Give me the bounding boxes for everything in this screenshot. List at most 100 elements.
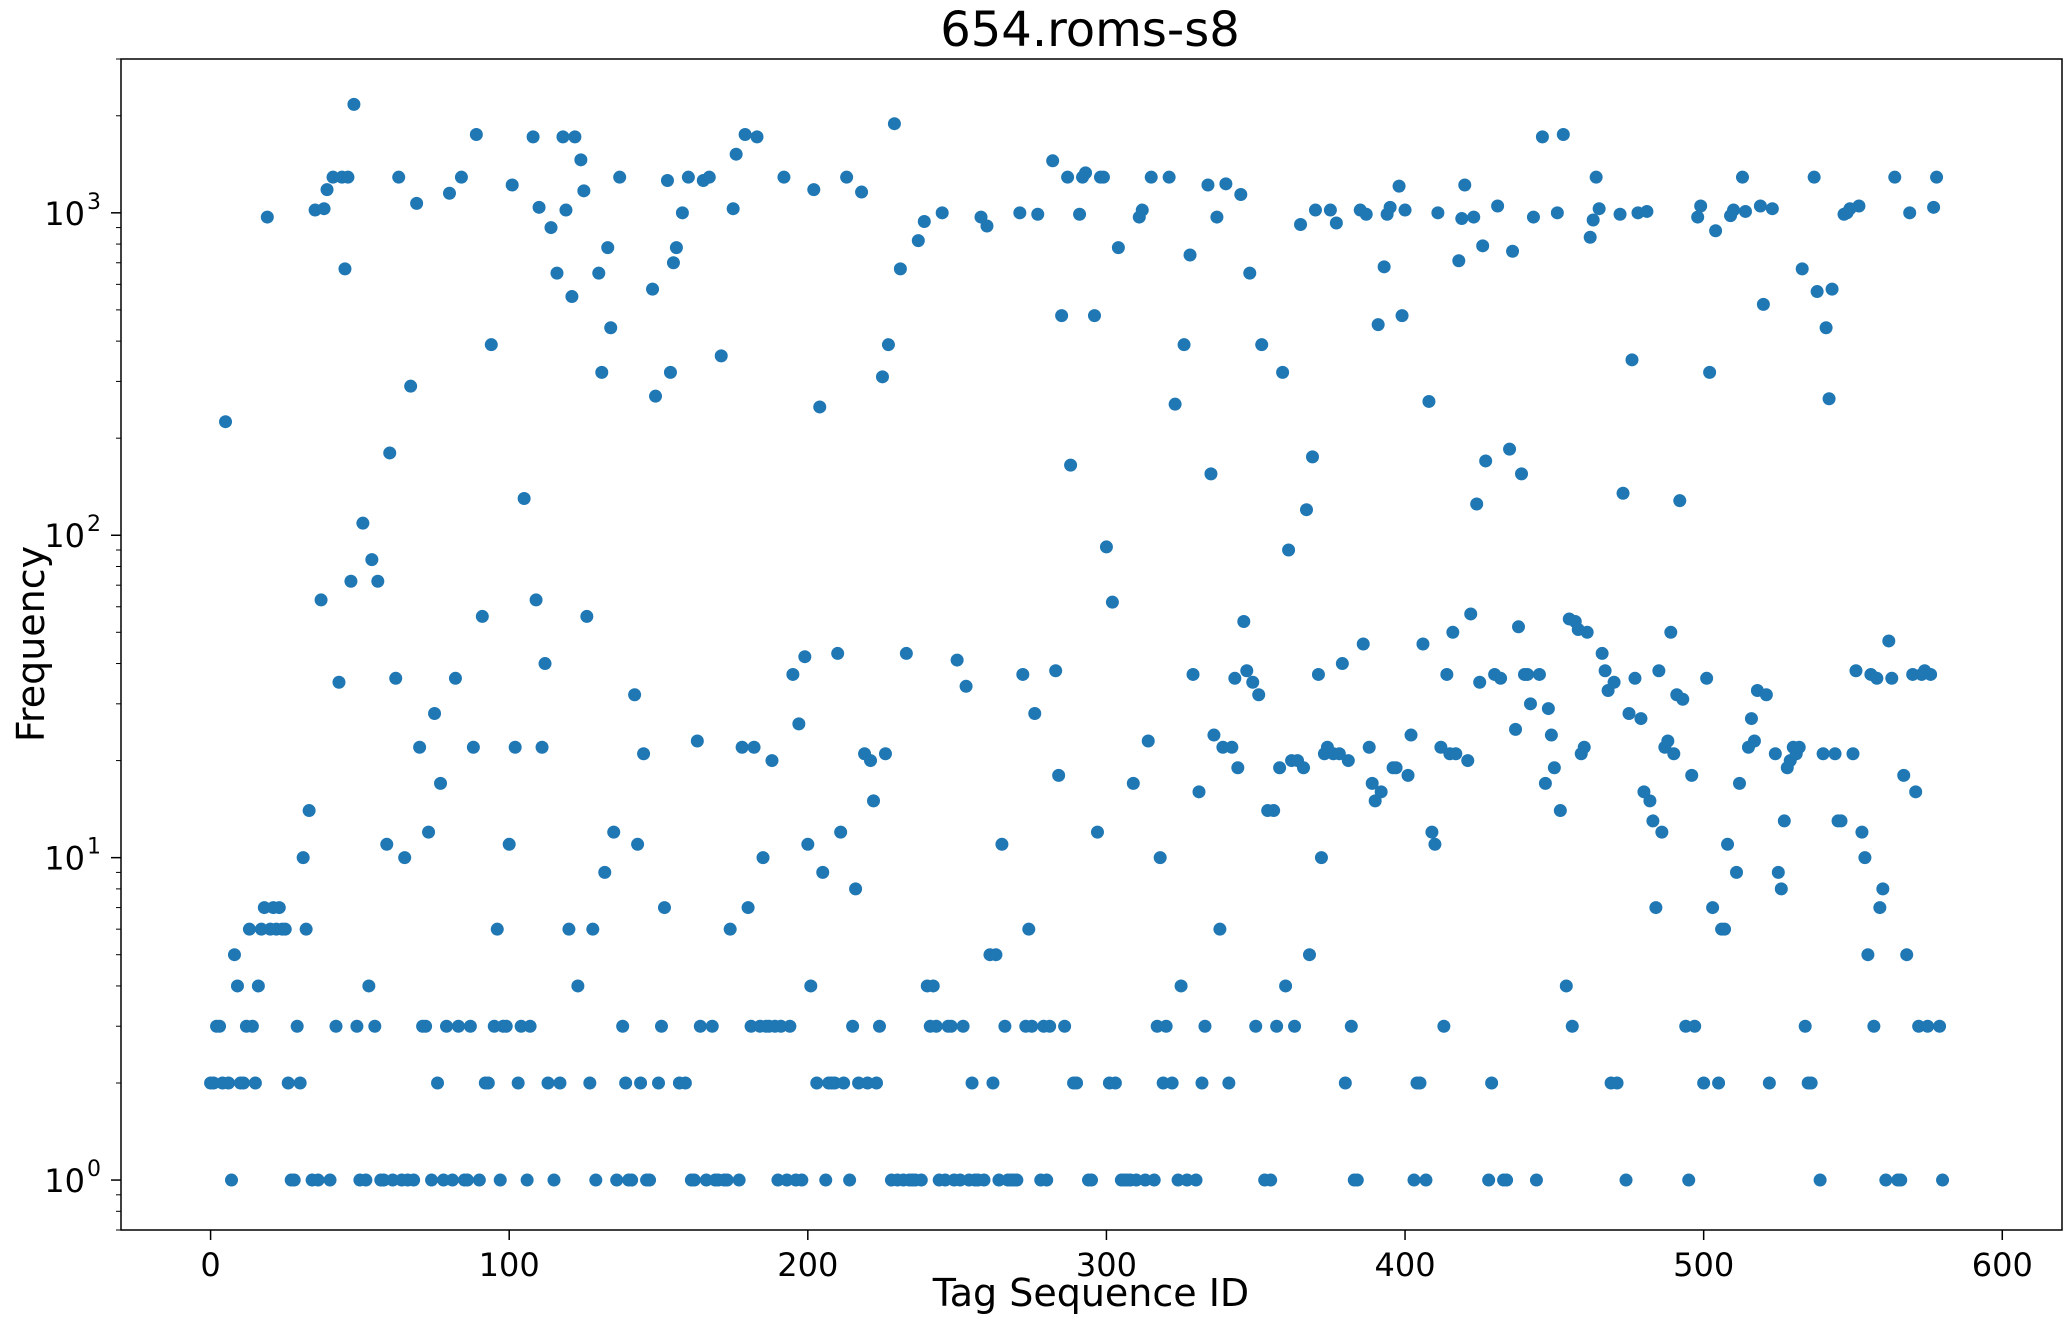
data-point [1332, 747, 1346, 761]
data-point [1225, 740, 1239, 754]
data-point [1592, 202, 1606, 216]
data-point [532, 200, 546, 214]
data-point [1449, 747, 1463, 761]
data-point [1195, 1076, 1209, 1090]
data-point [747, 740, 761, 754]
data-point [944, 1019, 958, 1033]
data-point [774, 1019, 788, 1033]
data-point [765, 754, 779, 768]
data-point [619, 1076, 633, 1090]
data-point [1494, 671, 1508, 685]
data-point [1401, 768, 1415, 782]
data-point [1523, 697, 1537, 711]
data-point [1810, 285, 1824, 299]
data-point [1706, 901, 1720, 915]
data-point [1529, 1173, 1543, 1187]
data-point [439, 1019, 453, 1033]
data-point [451, 1019, 465, 1033]
data-point [487, 1019, 501, 1033]
data-point [666, 256, 680, 270]
data-point [1374, 785, 1388, 799]
data-point [520, 1173, 534, 1187]
data-point [1535, 130, 1549, 144]
data-point [669, 241, 683, 255]
data-point [1189, 1173, 1203, 1187]
data-point [1652, 664, 1666, 678]
data-point [610, 1173, 624, 1187]
x-tick-label: 100 [479, 1246, 540, 1284]
data-point [1924, 667, 1938, 681]
data-point [1703, 365, 1717, 379]
data-point [1733, 776, 1746, 790]
data-point [598, 865, 612, 879]
data-point [329, 1019, 343, 1033]
data-point [1308, 203, 1322, 217]
data-point [1168, 397, 1182, 411]
data-point [1550, 206, 1564, 220]
data-point [1700, 671, 1714, 685]
data-point [1276, 365, 1290, 379]
data-point [592, 266, 606, 280]
data-point [1870, 671, 1884, 685]
data-point [1532, 667, 1546, 681]
data-point [1246, 675, 1260, 689]
data-point [272, 901, 286, 915]
data-point [1126, 776, 1140, 790]
data-point [929, 1019, 943, 1033]
data-point [207, 1076, 221, 1090]
data-point [756, 851, 770, 865]
data-point [1470, 497, 1484, 511]
data-point [1279, 979, 1293, 993]
data-point [1798, 1019, 1812, 1033]
data-point [1437, 1019, 1451, 1033]
data-point [257, 901, 271, 915]
data-point [1416, 637, 1430, 651]
data-point [1150, 1019, 1164, 1033]
data-point [1446, 625, 1460, 639]
plot-frame [120, 58, 2063, 1231]
data-point [1849, 664, 1863, 678]
data-point [1509, 722, 1523, 736]
data-point [744, 1019, 758, 1033]
data-point [1064, 458, 1078, 472]
data-point [1383, 200, 1397, 214]
data-point [989, 948, 1003, 962]
data-point [1458, 178, 1472, 192]
data-point [980, 219, 994, 233]
data-point [407, 1173, 421, 1187]
data-point [1912, 1019, 1926, 1033]
data-point [589, 1173, 603, 1187]
data-point [1174, 979, 1188, 993]
data-point [278, 922, 292, 936]
data-point [998, 1019, 1012, 1033]
data-point [678, 1076, 692, 1090]
x-axis-label: Tag Sequence ID [932, 1271, 1249, 1315]
data-point [1479, 454, 1493, 468]
data-point [807, 183, 821, 197]
data-point [1371, 318, 1385, 332]
data-point [490, 922, 504, 936]
data-point [1586, 213, 1600, 227]
data-point [792, 717, 806, 731]
data-point [1512, 620, 1526, 634]
data-point [1834, 814, 1848, 828]
data-point [1362, 740, 1376, 754]
data-point [1455, 212, 1469, 226]
data-point [780, 1173, 794, 1187]
data-point [607, 825, 621, 839]
x-tick-label: 0 [200, 1246, 220, 1284]
data-point [1025, 1019, 1039, 1033]
data-point [529, 593, 543, 607]
y-tick-label: 10 [44, 517, 85, 555]
data-point [1156, 1076, 1170, 1090]
data-point [260, 210, 274, 224]
data-point [1171, 1173, 1185, 1187]
data-point [1759, 688, 1773, 702]
data-point [1058, 1019, 1072, 1033]
data-point [1228, 671, 1242, 685]
data-point [499, 1019, 513, 1033]
points-layer [204, 97, 1950, 1187]
data-point [1010, 1173, 1024, 1187]
data-point [1556, 127, 1570, 141]
